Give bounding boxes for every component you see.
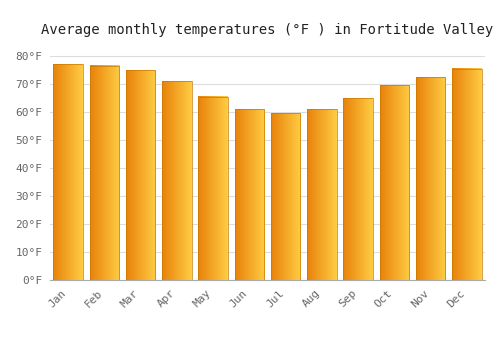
Bar [380,85,409,280]
Bar [416,77,446,280]
Bar [54,64,83,280]
Bar [344,98,373,280]
Bar [307,109,336,280]
Bar [126,70,156,280]
Bar [234,109,264,280]
Bar [198,97,228,280]
Bar [162,81,192,280]
Title: Average monthly temperatures (°F ) in Fortitude Valley: Average monthly temperatures (°F ) in Fo… [42,23,494,37]
Bar [452,69,482,280]
Bar [271,113,300,280]
Bar [90,66,119,280]
